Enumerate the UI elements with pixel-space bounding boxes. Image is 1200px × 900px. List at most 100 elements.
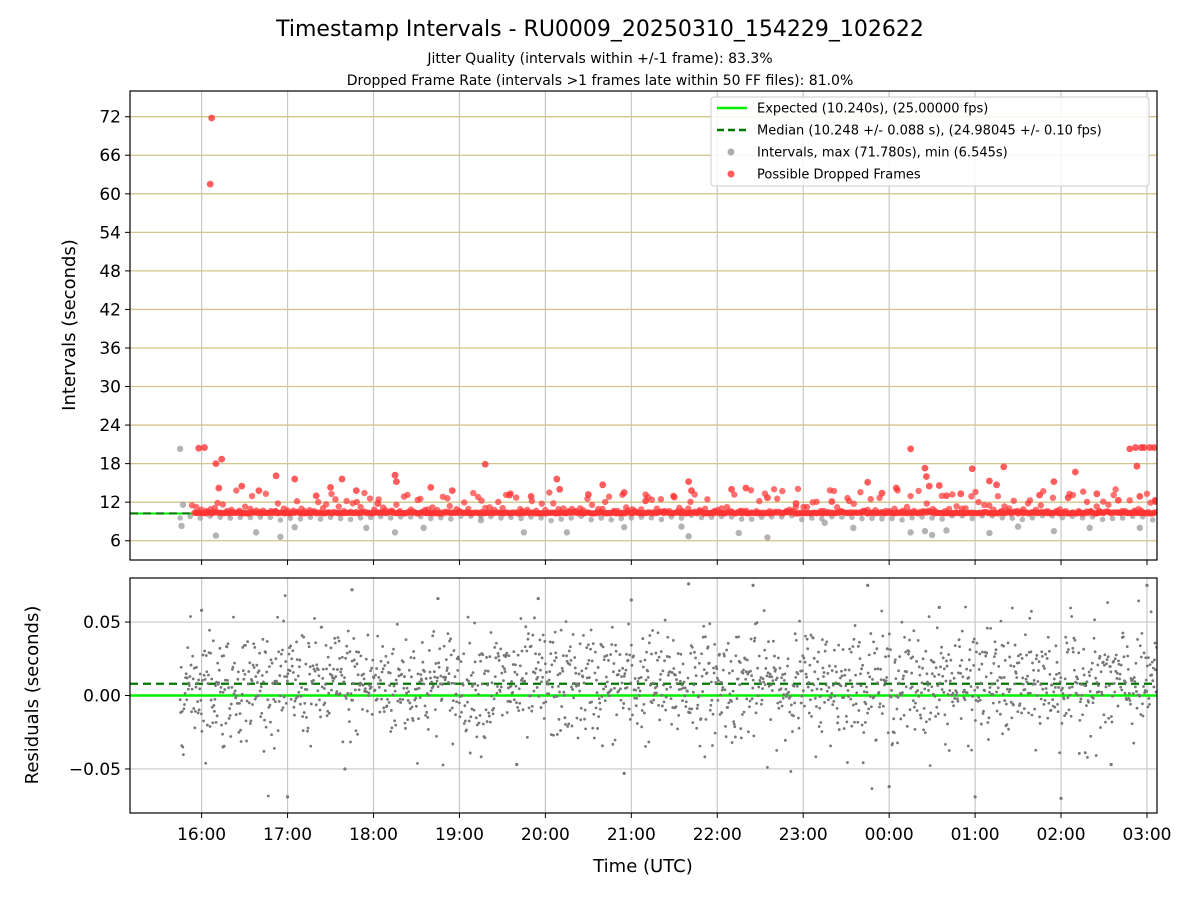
residual-point <box>741 671 745 675</box>
residual-point <box>928 717 932 721</box>
residual-point <box>1008 687 1012 691</box>
residual-point <box>914 701 917 705</box>
residual-point <box>234 696 238 700</box>
dropped-frame-point <box>322 501 330 508</box>
x-tick-label: 02:00 <box>1037 825 1086 845</box>
residual-point <box>988 690 991 694</box>
residual-point <box>532 689 536 693</box>
residual-point <box>313 617 316 620</box>
x-tick-label: 20:00 <box>521 825 570 845</box>
residual-point <box>564 722 567 726</box>
residual-point <box>604 685 608 688</box>
residual-point <box>327 691 331 695</box>
residual-point <box>209 651 213 655</box>
residual-point <box>654 691 658 695</box>
residual-point <box>545 670 548 674</box>
residual-point <box>300 686 303 689</box>
residual-point <box>994 652 997 655</box>
residual-point <box>874 738 878 742</box>
residual-point <box>367 694 370 698</box>
residual-point <box>597 715 601 719</box>
residual-point <box>992 655 996 659</box>
dropped-frame-point <box>925 482 933 490</box>
residual-point <box>408 701 412 705</box>
residual-point <box>492 697 496 701</box>
residual-point <box>879 678 883 682</box>
residual-point <box>385 704 389 708</box>
residual-point <box>321 676 325 680</box>
residual-point <box>639 675 643 679</box>
dropped-frame-point <box>1056 506 1064 513</box>
bottom-frame <box>129 577 1158 814</box>
residual-point <box>510 680 514 683</box>
residual-point <box>552 695 556 699</box>
dropped-frame-point <box>490 506 498 514</box>
residual-point <box>843 673 847 677</box>
dropped-frame-point <box>910 507 918 515</box>
residual-point <box>269 720 272 724</box>
residual-point <box>1137 599 1141 603</box>
residual-point <box>774 668 777 671</box>
residual-point <box>865 685 868 689</box>
dropped-frame-point <box>542 506 549 514</box>
residual-point <box>451 699 455 703</box>
residual-point <box>978 698 982 702</box>
residual-point <box>970 708 974 712</box>
interval-point <box>347 516 354 523</box>
residual-point <box>436 676 439 680</box>
residual-point <box>915 660 918 663</box>
residual-point <box>758 678 762 682</box>
residual-point <box>884 679 888 683</box>
residual-point <box>610 625 614 629</box>
residual-point <box>726 706 730 709</box>
residual-point <box>823 700 826 704</box>
dropped-frame-point <box>661 507 668 515</box>
residual-point <box>571 688 574 691</box>
residual-point <box>1073 668 1076 672</box>
residual-point <box>291 671 295 674</box>
residual-point <box>805 637 809 641</box>
residual-point <box>419 673 423 676</box>
dropped-frame-point <box>198 506 205 513</box>
residual-point <box>267 665 271 669</box>
residual-point <box>937 673 941 677</box>
residual-point <box>1129 702 1132 706</box>
residual-point <box>1016 654 1020 658</box>
interval-point <box>448 516 454 522</box>
residual-point <box>562 690 566 694</box>
residual-point <box>830 669 834 672</box>
residual-point <box>438 682 442 686</box>
residual-point <box>487 714 491 718</box>
residual-point <box>350 659 354 663</box>
residual-point <box>554 656 558 659</box>
residual-point <box>434 708 437 712</box>
residual-point <box>433 675 437 679</box>
residual-point <box>333 641 337 645</box>
dropped-frame-point <box>461 499 468 506</box>
residual-point <box>499 647 503 651</box>
residual-point <box>557 718 561 721</box>
x-tick-label: 03:00 <box>1122 825 1171 845</box>
residual-point <box>452 649 456 652</box>
interval-point <box>1119 515 1126 521</box>
residual-point <box>700 674 704 678</box>
residual-point <box>643 658 647 662</box>
residual-point <box>588 676 591 679</box>
residual-point <box>387 700 391 704</box>
residual-point <box>391 693 395 697</box>
residual-point <box>658 678 662 682</box>
residual-point <box>922 728 926 732</box>
residual-point <box>714 681 718 684</box>
residual-point <box>186 646 190 650</box>
interval-point <box>929 515 935 521</box>
interval-point <box>588 516 595 523</box>
residual-point <box>846 689 850 692</box>
residual-point <box>1009 664 1013 668</box>
dropped-frame-point <box>1000 463 1008 471</box>
top-y-tick-label: 42 <box>99 300 121 320</box>
residual-point <box>869 632 873 635</box>
residual-point <box>1061 692 1065 695</box>
dropped-frame-point <box>975 498 982 506</box>
residual-point <box>979 681 983 685</box>
dropped-frame-point <box>990 506 997 513</box>
